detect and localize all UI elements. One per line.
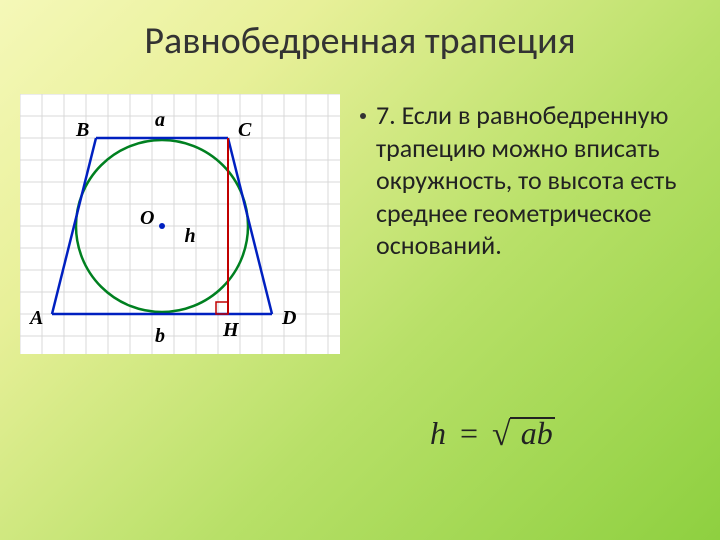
svg-text:C: C (238, 119, 252, 141)
svg-text:O: O (140, 207, 154, 229)
svg-text:b: b (155, 325, 165, 347)
content-row: O A B C D Ha b h 7. Если в равнобедренную трапе… (0, 64, 720, 354)
svg-text:A: A (28, 307, 43, 329)
sqrt-icon: √ (492, 416, 511, 453)
formula-rhs: ab (519, 415, 553, 451)
svg-text:B: B (75, 119, 89, 141)
trapezoid-diagram: O A B C D Ha b h (20, 94, 340, 354)
sqrt-expression: √ ab (492, 415, 553, 453)
formula: h = √ ab (430, 415, 553, 453)
svg-text:H: H (222, 319, 240, 341)
theorem-text: 7. Если в равнобедренную трапецию можно … (376, 99, 680, 262)
page-title: Равнобедренная трапеция (0, 0, 720, 64)
theorem-block: 7. Если в равнобедренную трапецию можно … (360, 94, 680, 354)
svg-text:h: h (184, 225, 195, 247)
bullet-icon (360, 113, 366, 119)
formula-lhs: h (430, 415, 446, 451)
svg-text:D: D (281, 307, 296, 329)
equals-sign: = (460, 415, 478, 451)
geometry-figure: O A B C D Ha b h (20, 94, 340, 354)
sqrt-bar (510, 417, 555, 419)
svg-text:a: a (155, 109, 165, 131)
